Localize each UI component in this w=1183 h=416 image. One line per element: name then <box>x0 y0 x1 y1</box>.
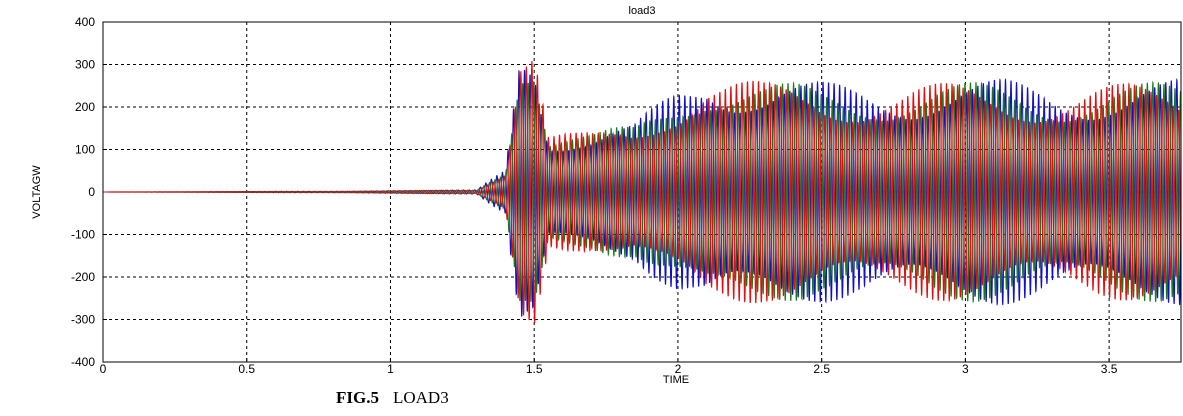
y-tick-label: 100 <box>75 143 95 157</box>
y-tick-label: 400 <box>75 15 95 29</box>
y-tick-label: 200 <box>75 100 95 114</box>
x-tick-label: 0.5 <box>238 362 255 376</box>
series-layer <box>103 60 1181 324</box>
figure-caption-text: LOAD3 <box>392 388 449 407</box>
tick-labels: 0 0.5 1 1.5 2 2.5 3 3.5 400 300 200 100 0 -100 -200 -30… <box>71 15 1118 376</box>
y-tick-label: 300 <box>75 58 95 72</box>
y-axis-label: VOLTAGW <box>31 165 43 219</box>
series-line <box>103 80 1181 304</box>
y-tick-label: -100 <box>71 228 95 242</box>
x-tick-label: 3.5 <box>1101 362 1118 376</box>
y-tick-label: 0 <box>88 185 95 199</box>
x-axis-label: TIME <box>663 374 689 385</box>
plot-frame <box>102 21 1182 363</box>
y-tick-label: -400 <box>71 355 95 369</box>
chart-title: load3 <box>629 5 656 17</box>
figure-number: FIG.5 <box>336 388 379 407</box>
y-tick-label: -200 <box>71 270 95 284</box>
x-tick-label: 2 <box>675 362 682 376</box>
x-tick-label: 0 <box>100 362 107 376</box>
voltage-chart: 0 0.5 1 1.5 2 2.5 3 3.5 400 300 200 100 0 -100 -200 -30… <box>31 5 1182 385</box>
x-tick-label: 1.5 <box>526 362 543 376</box>
x-tick-label: 2.5 <box>813 362 830 376</box>
x-tick-label: 3 <box>962 362 969 376</box>
x-tick-label: 1 <box>387 362 394 376</box>
y-tick-label: -300 <box>71 313 95 327</box>
series-line <box>103 60 1181 324</box>
figure-caption: FIG.5 LOAD3 <box>336 388 449 408</box>
